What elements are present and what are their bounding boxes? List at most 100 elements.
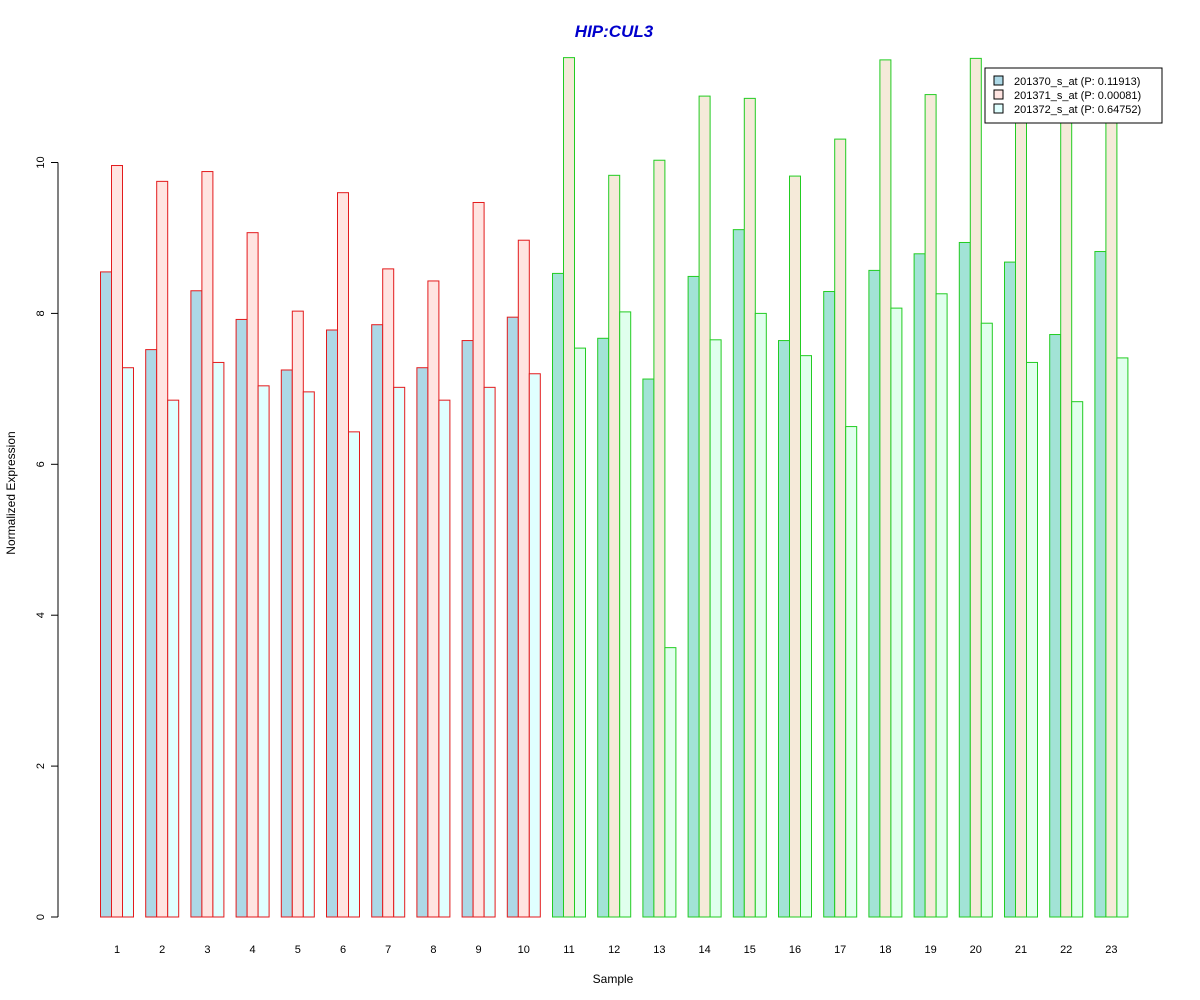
x-tick-label: 4 <box>250 944 256 956</box>
bar <box>438 399 451 918</box>
bar <box>845 426 858 918</box>
bar <box>201 171 214 918</box>
bar <box>698 95 711 918</box>
bar <box>337 192 349 918</box>
x-tick-label: 1 <box>114 944 120 956</box>
legend-entry-label: 201371_s_at (P: 0.00081) <box>1014 90 1141 102</box>
bar <box>427 280 440 918</box>
bar <box>416 367 429 918</box>
y-axis-label: Normalized Expression <box>4 431 18 554</box>
bar <box>879 59 892 918</box>
bars <box>100 57 1129 918</box>
legend-box <box>984 67 1163 124</box>
bar <box>483 386 496 918</box>
x-tick-label: 7 <box>385 944 391 956</box>
legend-entry-label: 201370_s_at (P: 0.11913) <box>1014 76 1140 88</box>
bar <box>574 347 586 918</box>
bar <box>823 291 836 918</box>
bar <box>280 369 293 918</box>
bar <box>348 431 360 918</box>
x-tick-label: 5 <box>295 944 301 956</box>
bar <box>890 307 903 918</box>
bar <box>935 293 948 918</box>
x-tick-label: 12 <box>608 944 620 956</box>
bar <box>382 268 395 918</box>
x-tick-label: 19 <box>924 944 936 956</box>
bar <box>393 386 406 918</box>
x-tick-label: 2 <box>159 944 165 956</box>
legend-entry-label: 201372_s_at (P: 0.64752) <box>1014 104 1141 116</box>
bar <box>1049 334 1062 918</box>
legend-swatch <box>993 89 1004 100</box>
x-tick-label: 9 <box>476 944 482 956</box>
bar <box>517 239 530 918</box>
y-tick-label: 4 <box>35 612 47 618</box>
bar <box>834 138 847 918</box>
bar <box>190 290 203 918</box>
bar <box>597 337 610 918</box>
bar <box>664 647 677 918</box>
x-tick-label: 20 <box>970 944 982 956</box>
y-tick-label: 8 <box>35 310 47 316</box>
bar <box>969 57 982 918</box>
x-tick-label: 21 <box>1015 944 1027 956</box>
bar <box>111 165 123 918</box>
x-tick-label: 14 <box>698 944 710 956</box>
bar <box>122 367 134 918</box>
legend: 201370_s_at (P: 0.11913) 201371_s_at (P: … <box>984 67 1163 124</box>
bar <box>608 174 621 918</box>
x-tick-label: 10 <box>518 944 530 956</box>
bar <box>371 324 384 918</box>
bar <box>732 229 745 918</box>
bar <box>257 385 270 918</box>
x-tick-label: 18 <box>879 944 891 956</box>
bar <box>156 180 169 918</box>
bar <box>924 94 937 918</box>
bar <box>958 241 971 918</box>
bar <box>1116 357 1129 918</box>
x-tick-label: 11 <box>563 944 574 956</box>
bar <box>778 340 790 918</box>
bar <box>326 329 338 918</box>
bar <box>800 355 812 918</box>
bar <box>235 318 248 918</box>
bar <box>1071 401 1084 918</box>
bar <box>642 378 655 918</box>
bar <box>212 361 225 918</box>
y-tick-label: 0 <box>35 914 47 920</box>
y-axis: 0 2 4 6 8 10 <box>35 156 59 920</box>
bar <box>754 312 767 918</box>
legend-swatch <box>993 75 1004 86</box>
x-tick-label: 3 <box>204 944 210 956</box>
bar <box>1094 251 1107 918</box>
bar <box>913 253 926 918</box>
bar <box>1105 109 1118 918</box>
bar <box>653 159 666 918</box>
x-axis-tick-labels: 1 2 3 4 5 6 7 8 9 10 11 12 13 14 15 16 17 18 19 20 21 22 23 <box>114 944 1118 956</box>
bar <box>552 272 564 918</box>
y-tick-label: 2 <box>35 763 47 769</box>
bar <box>528 373 541 918</box>
y-tick-label: 10 <box>35 156 47 168</box>
legend-swatch <box>993 103 1004 114</box>
bar <box>291 310 304 918</box>
bar <box>1026 361 1038 918</box>
bar <box>980 322 993 918</box>
bar <box>709 339 722 918</box>
x-tick-label: 17 <box>834 944 846 956</box>
x-tick-label: 23 <box>1105 944 1117 956</box>
y-tick-label: 6 <box>35 461 47 467</box>
bar <box>167 399 180 918</box>
bar <box>1015 112 1027 918</box>
bar <box>246 232 259 918</box>
bar <box>1004 261 1016 918</box>
x-tick-label: 8 <box>430 944 436 956</box>
x-tick-label: 6 <box>340 944 346 956</box>
bar <box>789 175 801 918</box>
x-tick-label: 22 <box>1060 944 1072 956</box>
bar <box>472 201 485 918</box>
bar <box>868 269 881 918</box>
bar <box>302 391 315 918</box>
x-axis-label: Sample <box>593 972 634 986</box>
